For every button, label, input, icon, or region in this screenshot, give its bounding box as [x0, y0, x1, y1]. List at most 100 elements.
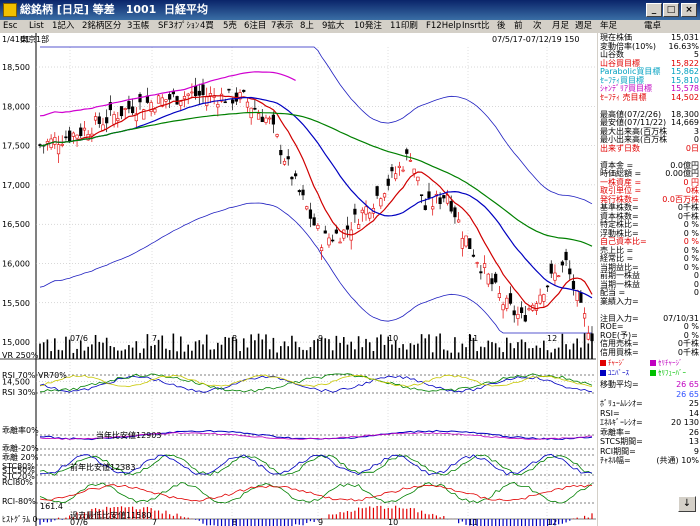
month-label-bottom: 07/6: [70, 518, 88, 526]
setting-value: 26 65: [676, 389, 699, 399]
candle-body: [79, 127, 83, 137]
info-label: 発行株数=: [600, 194, 639, 204]
menu-next[interactable]: 次: [533, 21, 542, 31]
candle-body: [379, 198, 383, 207]
info-value: 0 %: [683, 254, 699, 263]
candle-body: [305, 206, 309, 210]
menu-order[interactable]: 10発注: [354, 21, 382, 31]
info-row: 当期益比= 0 %: [600, 263, 699, 273]
candle-body: [412, 168, 416, 174]
candle-body: [564, 251, 568, 261]
minimize-button[interactable]: _: [646, 3, 662, 17]
info-value: 0千株: [677, 211, 699, 221]
menu-zoom[interactable]: 9拡大: [322, 21, 345, 31]
menu-watch[interactable]: 6注目: [244, 21, 267, 31]
menu-yearly[interactable]: 年足: [600, 21, 618, 31]
rci-line: [39, 481, 593, 504]
candle-body: [71, 132, 75, 137]
menu-category[interactable]: 2銘柄区分: [82, 21, 122, 31]
menu-monthly[interactable]: 月足: [552, 21, 570, 31]
setting-label: ｴﾈﾙｷﾞｰﾚｼｵ=: [600, 418, 643, 427]
menu-up[interactable]: 8上: [300, 21, 314, 31]
candle-body: [64, 136, 68, 139]
month-label-bottom: 9: [318, 518, 323, 526]
setting-row: ﾁｬﾈﾙ幅= (共通) 10%: [600, 456, 699, 466]
menu-print[interactable]: 11印刷: [390, 21, 418, 31]
candle-body: [327, 237, 331, 246]
candle-body: [308, 209, 313, 219]
info-row: 最高値(07/2/26) 18,300: [600, 110, 699, 120]
indicator-label: STC50%: [2, 466, 35, 475]
info-label: 最小出来高(百万株: [600, 135, 668, 144]
candle-body: [353, 208, 357, 215]
info-value: 16.63%: [668, 41, 699, 51]
window-title: 総銘柄 [日足] 等差 1001 日経平均: [20, 3, 208, 16]
menu-option[interactable]: SF3ｵﾌﾟｼｮﾝ: [158, 21, 200, 31]
info-row: ｾｰﾌﾃｨ買目標 15,810: [600, 76, 699, 86]
candle-body: [105, 117, 109, 124]
candle-body: [586, 333, 590, 340]
legend-item[interactable]: ﾕﾆﾊﾞｰｽ: [600, 368, 629, 378]
candle-body: [119, 106, 124, 117]
info-row: 基準株数= 0千株: [600, 203, 699, 213]
setting-value: 14: [688, 408, 699, 418]
month-label-top: 8: [232, 334, 237, 343]
chart-period: 07/5/17-07/12/19 150: [492, 35, 579, 44]
candle-body: [271, 114, 275, 125]
chart-area[interactable]: 1/4101 東京1部 07/5/17-07/12/19 150 18,500 18,0…: [0, 33, 597, 526]
info-panel: 現在株価 15,031 変動倍率(10%) 16.63% 山谷数 5 山谷買目標 15,822…: [598, 33, 700, 526]
deviation-magenta-line: [39, 432, 593, 440]
menu-help[interactable]: F12Help: [426, 21, 462, 31]
lower-band-line: [39, 202, 592, 334]
candle-body: [516, 314, 520, 319]
maximize-button[interactable]: □: [663, 3, 679, 17]
candle-body: [523, 315, 527, 322]
candle-body: [268, 117, 272, 120]
legend-item[interactable]: ｾﾘﾌｭｰﾊﾞｰ: [650, 368, 686, 378]
scroll-down-button[interactable]: ↓: [678, 496, 696, 512]
info-value: 0 %: [683, 262, 699, 272]
candle-body: [175, 96, 179, 105]
legend-item[interactable]: ﾁｬｰｼﾞ: [600, 358, 626, 368]
legend-item[interactable]: ｾﾘﾁｬｰｼﾞ: [650, 358, 683, 368]
close-button[interactable]: ×: [681, 3, 697, 17]
candle-body: [127, 100, 131, 110]
info-row: 信用買株= 0千株: [600, 348, 699, 358]
menu-list[interactable]: List: [29, 21, 44, 31]
upper-band-line: [40, 46, 593, 205]
setting-value: 26: [688, 427, 699, 437]
info-row: 資本株数= 0千株: [600, 212, 699, 222]
candle-body: [149, 102, 153, 112]
candle-body: [319, 247, 324, 252]
menu-calculator[interactable]: 電卓: [644, 21, 662, 31]
candle-body: [219, 93, 224, 102]
info-label: 山谷買目標: [600, 58, 640, 68]
candle-body: [294, 173, 298, 177]
ma-short-line: [39, 94, 593, 310]
vr-line: [39, 373, 593, 393]
candle-body: [390, 167, 394, 172]
candle-body: [464, 235, 468, 247]
candle-body: [264, 117, 268, 123]
candle-body: [427, 191, 431, 199]
menu-buy[interactable]: 4買: [200, 21, 214, 31]
indicator-label: 161.4: [40, 502, 63, 511]
menu-sell[interactable]: 5売: [223, 21, 237, 31]
candle-body: [397, 165, 401, 168]
menu-weekly[interactable]: 週足: [575, 21, 593, 31]
month-label-bottom: 7: [152, 518, 157, 526]
legend-swatch: [600, 370, 606, 376]
menu-esc[interactable]: Esc: [3, 21, 18, 31]
setting-label: 乖離率=: [600, 427, 631, 437]
menu-record[interactable]: 1記入: [52, 21, 75, 31]
menu-ledger[interactable]: 3玉帳: [127, 21, 150, 31]
info-row: ｼｬﾝﾃﾞﾘｱ買目標 15,578: [600, 84, 699, 94]
info-label: 配当 =: [600, 288, 626, 297]
setting-value: 13: [688, 437, 699, 446]
menu-display[interactable]: 7表示: [271, 21, 294, 31]
menu-back[interactable]: 後: [497, 21, 506, 31]
menu-insert-ratio[interactable]: Insrt比: [462, 21, 490, 31]
indicator-label: 乖離 20%: [2, 452, 39, 462]
menu-prev[interactable]: 前: [514, 21, 523, 31]
